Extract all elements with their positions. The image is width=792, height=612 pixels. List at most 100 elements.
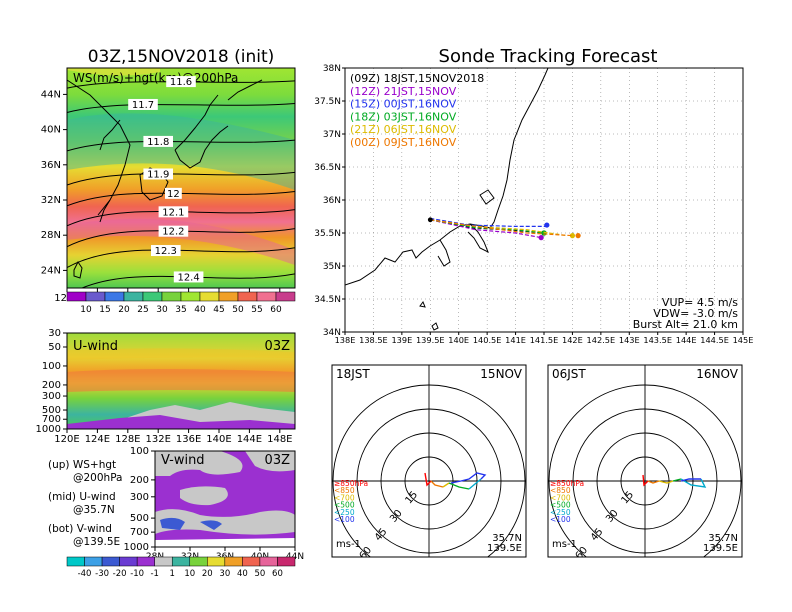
tick-label: 100 bbox=[42, 361, 61, 372]
hodograph-trace bbox=[672, 478, 682, 482]
param-burst: Burst Alt= 21.0 km bbox=[633, 318, 738, 331]
left-title: 03Z,15NOV2018 (init) bbox=[88, 47, 275, 67]
colorbar-swatch bbox=[207, 556, 226, 567]
tick-label: 24N bbox=[41, 265, 61, 276]
level-legend: <250 bbox=[550, 508, 571, 517]
tick-label: 40N bbox=[41, 125, 61, 136]
tick-label: 200 bbox=[42, 380, 61, 391]
tick-label: 300 bbox=[42, 391, 61, 402]
legend-entry: (18Z) 03JST,16NOV bbox=[350, 110, 457, 123]
vwind-time: 03Z bbox=[265, 453, 291, 468]
colorbar-swatch bbox=[199, 291, 220, 302]
colorbar-swatch bbox=[242, 556, 261, 567]
contour-label: 11.8 bbox=[147, 137, 169, 148]
right-title: Sonde Tracking Forecast bbox=[439, 46, 658, 67]
track-endpoint bbox=[575, 233, 581, 239]
tick-label: 700 bbox=[130, 527, 149, 538]
legend-entry: (21Z) 06JST,16NOV bbox=[350, 123, 457, 136]
track-line bbox=[430, 219, 573, 237]
tick-label: -30 bbox=[95, 569, 109, 579]
contour-label-bg bbox=[158, 225, 189, 237]
tick-label: 36N bbox=[41, 160, 61, 171]
uwind-plot bbox=[67, 333, 295, 429]
release-point bbox=[427, 217, 433, 223]
tick-label: 139E bbox=[391, 335, 412, 345]
contour-label: 12.3 bbox=[155, 246, 177, 257]
legend-entry: (12Z) 21JST,15NOV bbox=[350, 85, 457, 98]
tick-label: 20 bbox=[118, 305, 130, 315]
tick-label: 141.5E bbox=[530, 335, 559, 345]
colorbar-swatch bbox=[66, 291, 87, 302]
colorbar-swatch bbox=[154, 556, 173, 567]
level-legend: <500 bbox=[334, 501, 355, 510]
track-line bbox=[430, 219, 542, 239]
tick-label: 34.5N bbox=[314, 295, 341, 305]
tick-label: 200 bbox=[130, 475, 149, 486]
level-legend: <100 bbox=[550, 515, 571, 524]
colorbar-swatch bbox=[256, 291, 277, 302]
track-endpoint bbox=[544, 222, 550, 228]
tick-label: 36N bbox=[323, 196, 341, 206]
tick-label: 124E bbox=[85, 434, 110, 445]
hodograph-trace bbox=[647, 480, 660, 484]
contour-label: 12.2 bbox=[162, 227, 184, 238]
tick-label: 100 bbox=[130, 446, 149, 457]
colorbar-swatch bbox=[119, 556, 138, 567]
contour-line bbox=[67, 139, 295, 152]
contour-labels: 11.6 11.7 11.8 11.9 12 12.1 12.2 12.3 12.4 bbox=[128, 76, 204, 283]
tick-label: -1 bbox=[150, 569, 158, 579]
contour-label-bg bbox=[173, 271, 204, 283]
tick-label: 20 bbox=[202, 569, 213, 579]
colorbar-swatch bbox=[224, 556, 243, 567]
contour-label-bg bbox=[165, 187, 182, 199]
tick-label: 143E bbox=[619, 335, 640, 345]
hodograph-time: 06JST bbox=[552, 367, 586, 381]
tick-label: 140E bbox=[206, 434, 231, 445]
legend-line-6: @139.5E bbox=[73, 536, 120, 548]
tick-label: 138.5E bbox=[359, 335, 388, 345]
vwind-label: V-wind bbox=[161, 453, 205, 468]
hodograph-lon: 139.5E bbox=[487, 543, 522, 554]
track-lon-ticks: 138E 138.5E 139E 139.5E 140E 140.5E 141E 141.5E… bbox=[335, 332, 754, 345]
tick-label: 145E bbox=[733, 335, 754, 345]
tick-label: 132E bbox=[145, 434, 170, 445]
tick-label: 36.5N bbox=[314, 163, 341, 173]
level-legend: <850 bbox=[550, 486, 571, 495]
map-label: WS(m/s)+hgt(km)@200hPa bbox=[73, 71, 238, 85]
tick-label: 50 bbox=[48, 342, 61, 353]
colorbar-swatch bbox=[189, 556, 208, 567]
level-legend: <700 bbox=[334, 493, 355, 502]
tick-label: 40 bbox=[237, 569, 248, 579]
tick-label: 139.5E bbox=[416, 335, 445, 345]
track-plot bbox=[345, 68, 743, 332]
v-colorbar: -40 -30 -20 -10 -1 1 10 20 30 40 50 60 bbox=[66, 556, 296, 579]
hodograph-trace bbox=[450, 472, 487, 484]
level-legend: ≥850hPa bbox=[550, 479, 584, 488]
hodograph-trace bbox=[680, 478, 701, 482]
hodograph-date: 16NOV bbox=[696, 367, 738, 381]
tick-label: 45 bbox=[213, 305, 224, 315]
colorbar-swatch bbox=[85, 291, 106, 302]
tick-label: 15 bbox=[99, 305, 110, 315]
vwind-plot bbox=[155, 451, 295, 547]
legend-line-4: @35.7N bbox=[73, 504, 115, 516]
level-legend: <500 bbox=[550, 501, 571, 510]
level-legend: <250 bbox=[334, 508, 355, 517]
uwind-frame bbox=[66, 332, 296, 430]
hodograph-lat: 35.7N bbox=[708, 533, 738, 544]
contour-label: 11.6 bbox=[170, 77, 192, 88]
tick-label: 120E bbox=[54, 434, 79, 445]
contour-label-bg bbox=[128, 98, 158, 110]
track-legend: (09Z) 18JST,15NOV2018(12Z) 21JST,15NOV(1… bbox=[350, 72, 484, 149]
hodograph-trace bbox=[442, 482, 450, 488]
tick-label: 37N bbox=[323, 130, 341, 140]
tick-label: 37.5N bbox=[314, 97, 341, 107]
contour-label-bg bbox=[151, 245, 181, 257]
track-endpoint bbox=[569, 233, 576, 239]
contour-label-bg bbox=[158, 206, 189, 218]
hodograph-time: 18JST bbox=[336, 367, 370, 381]
tick-label: 44N bbox=[41, 89, 61, 100]
tick-label: 60 bbox=[270, 305, 282, 315]
level-legend: ≥850hPa bbox=[334, 479, 368, 488]
